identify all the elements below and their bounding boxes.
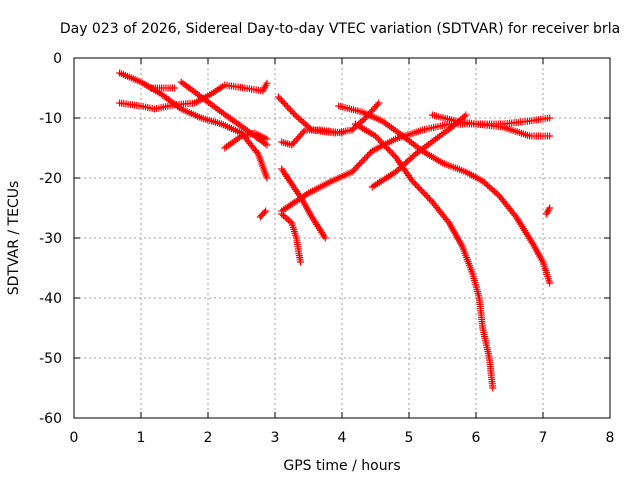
- chart-title: Day 023 of 2026, Sidereal Day-to-day VTE…: [60, 21, 620, 37]
- y-tick-label: -20: [39, 171, 62, 187]
- data-marks-arc-16: [542, 204, 554, 218]
- data-marks-arc-5: [221, 129, 271, 152]
- data-marks-arc-11: [278, 120, 554, 215]
- series-arc-9: [278, 165, 329, 242]
- data-marks-arc-6: [256, 207, 270, 221]
- y-tick-label: -10: [39, 111, 62, 127]
- data-marks-arc-13: [351, 120, 497, 392]
- y-tick-labels: 0 -10 -20 -30 -40 -50 -60: [39, 51, 62, 427]
- series-arc-16: [542, 204, 554, 218]
- y-tick-label: -30: [39, 231, 62, 247]
- x-axis-label: GPS time / hours: [283, 458, 400, 474]
- y-tick-label: -40: [39, 291, 62, 307]
- x-tick-label: 4: [338, 430, 347, 446]
- x-tick-label: 3: [271, 430, 280, 446]
- x-tick-label: 6: [472, 430, 481, 446]
- series-arc-15: [428, 111, 554, 128]
- x-tick-label: 1: [137, 430, 146, 446]
- y-tick-label: 0: [53, 51, 62, 67]
- axis-ticks: [73, 57, 611, 419]
- data-marks-arc-8: [278, 126, 346, 149]
- data-marks-arc-9: [278, 165, 329, 242]
- x-tick-label: 7: [539, 430, 548, 446]
- series-arc-8: [278, 126, 346, 149]
- series-arc-4: [147, 84, 178, 92]
- y-tick-label: -60: [39, 411, 62, 427]
- y-tick-label: -50: [39, 351, 62, 367]
- data-marks-arc-15: [428, 111, 554, 128]
- series-arc-13: [351, 120, 497, 392]
- x-tick-label: 2: [204, 430, 213, 446]
- data-series: [116, 69, 554, 392]
- x-tick-labels: 0 1 2 3 4 5 6 7 8: [70, 430, 615, 446]
- x-tick-label: 5: [405, 430, 414, 446]
- data-marks-arc-3: [177, 78, 271, 149]
- series-arc-6: [256, 207, 270, 221]
- data-marks-arc-2: [116, 79, 271, 113]
- series-arc-2: [116, 79, 271, 113]
- x-tick-label: 8: [606, 430, 615, 446]
- y-axis-label: SDTVAR / TECUs: [6, 181, 22, 296]
- data-marks-arc-4: [147, 84, 178, 92]
- x-tick-label: 0: [70, 430, 79, 446]
- series-arc-11: [278, 120, 554, 215]
- series-arc-5: [221, 129, 271, 152]
- series-arc-3: [177, 78, 271, 149]
